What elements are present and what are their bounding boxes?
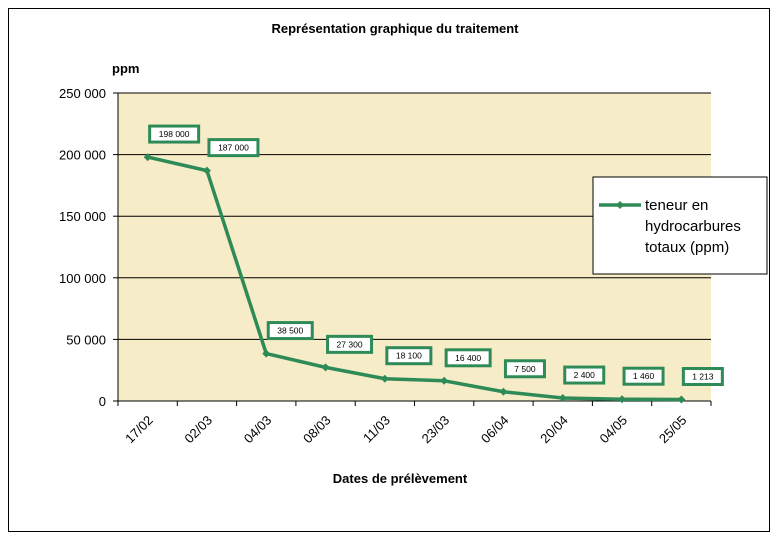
y-tick-label: 0 [99, 394, 106, 409]
x-tick-label: 02/03 [181, 413, 215, 447]
data-label-box [622, 366, 665, 386]
data-point [677, 395, 686, 404]
y-tick-label: 250 000 [59, 86, 106, 101]
y-tick-label: 100 000 [59, 271, 106, 286]
data-label: 1 213 [692, 372, 714, 382]
data-label-box [326, 334, 374, 354]
data-label-box [207, 138, 260, 158]
data-label: 16 400 [455, 353, 481, 363]
data-label: 38 500 [277, 326, 303, 336]
y-tick-label: 150 000 [59, 209, 106, 224]
data-label-box [681, 367, 724, 387]
data-point [499, 387, 508, 396]
x-tick-label: 23/03 [419, 413, 453, 447]
plot-area: 0 50 000 100 000 150 000 200 000 250 000 17/02… [59, 86, 724, 447]
data-label: 187 000 [218, 143, 249, 153]
x-tick-label: 17/02 [122, 413, 156, 447]
data-point [262, 349, 271, 358]
data-point [558, 394, 567, 403]
legend-label: teneur en [645, 197, 708, 214]
series-line [147, 155, 682, 402]
data-label-box [444, 348, 492, 368]
y-axis-label: ppm [112, 61, 139, 76]
data-point [202, 166, 211, 175]
data-point [321, 363, 330, 372]
data-point [440, 376, 449, 385]
x-tick-label: 08/03 [300, 413, 334, 447]
x-tick-label: 04/05 [597, 413, 631, 447]
data-label: 1 460 [633, 371, 655, 381]
y-tick-label: 200 000 [59, 148, 106, 163]
data-point [380, 374, 389, 383]
legend-marker [616, 201, 624, 209]
x-tick-label: 11/03 [360, 413, 393, 446]
x-tick-label: 06/04 [478, 413, 512, 447]
data-label-box [148, 124, 201, 144]
data-label-box [563, 365, 606, 385]
x-axis-label: Dates de prélèvement [333, 471, 468, 486]
x-tick-label: 20/04 [537, 413, 571, 447]
legend: teneur en hydrocarbures totaux (ppm) [592, 176, 768, 275]
data-point [618, 395, 627, 404]
data-label-box [385, 346, 433, 366]
y-tick-label: 50 000 [66, 332, 106, 347]
legend-box [592, 176, 768, 275]
data-label: 7 500 [514, 364, 536, 374]
data-label: 198 000 [159, 129, 190, 139]
legend-label: totaux (ppm) [645, 239, 729, 256]
x-tick-label: 25/05 [656, 413, 690, 447]
chart-title: Représentation graphique du traitement [271, 21, 519, 36]
legend-label: hydrocarbures [645, 218, 741, 235]
data-label: 18 100 [396, 351, 422, 361]
data-label: 2 400 [574, 370, 596, 380]
data-label-box [266, 321, 314, 341]
data-label: 27 300 [337, 339, 363, 349]
data-label-box [503, 359, 546, 379]
x-tick-label: 04/03 [241, 413, 275, 447]
data-point [143, 153, 152, 162]
